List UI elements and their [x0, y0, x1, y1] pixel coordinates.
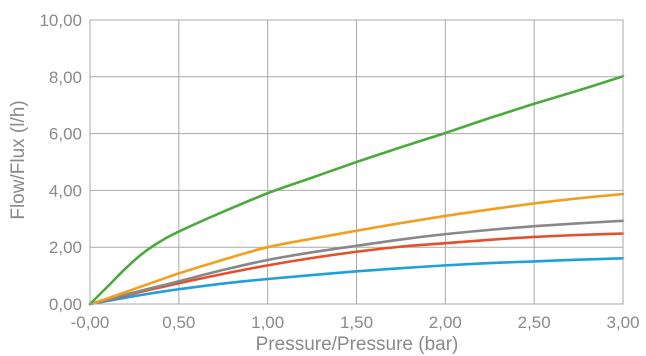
series-lines	[88, 74, 625, 306]
series-line-1	[88, 74, 625, 306]
series-line-2	[88, 192, 625, 306]
y-tick-label: 2,00	[49, 238, 82, 257]
y-tick-label: 6,00	[49, 125, 82, 144]
y-tick-label: 4,00	[49, 181, 82, 200]
x-tick-label: 1,50	[340, 313, 373, 332]
x-tick-label: 1,00	[251, 313, 284, 332]
y-tick-label: 10,00	[39, 11, 82, 30]
x-tick-label: 3,00	[606, 313, 639, 332]
y-tick-label: 0,00	[49, 295, 82, 314]
series-line-3	[88, 219, 625, 306]
plot-frame	[89, 19, 624, 305]
y-tick-label: 8,00	[49, 68, 82, 87]
x-tick-label: 2,50	[518, 313, 551, 332]
x-tick-label: -0,00	[71, 313, 110, 332]
x-axis-title: Pressure/Pressure (bar)	[256, 334, 459, 355]
plot-border	[89, 19, 624, 305]
series-line-5	[88, 256, 625, 306]
y-tick-labels: 0,00 2,00 4,00 6,00 8,00 10,00	[39, 11, 82, 314]
x-tick-label: 2,00	[429, 313, 462, 332]
x-tick-labels: -0,00 0,50 1,00 1,50 2,00 2,50 3,00	[71, 313, 640, 332]
grid	[90, 20, 623, 304]
y-axis-title: Flow/Flux (l/h)	[8, 100, 29, 219]
x-tick-label: 0,50	[162, 313, 195, 332]
